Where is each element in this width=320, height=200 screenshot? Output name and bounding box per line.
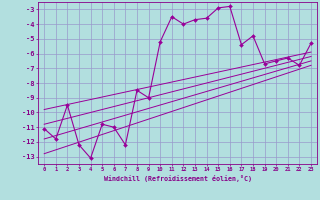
X-axis label: Windchill (Refroidissement éolien,°C): Windchill (Refroidissement éolien,°C) [104, 175, 252, 182]
